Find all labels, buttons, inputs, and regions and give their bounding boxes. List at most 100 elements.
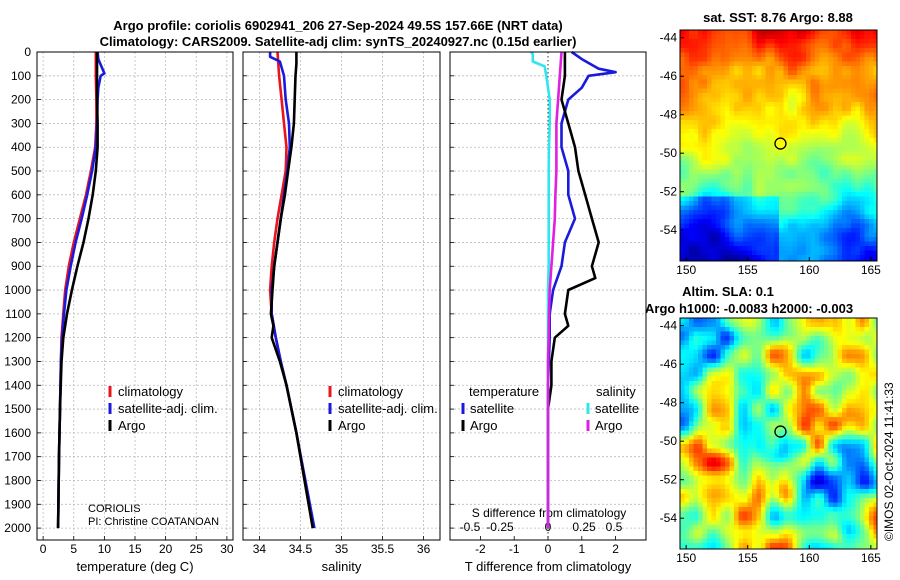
map-cell	[752, 322, 757, 328]
map-cell	[756, 133, 762, 139]
map-cell	[738, 520, 744, 526]
map-cell	[819, 543, 825, 548]
map-cell	[689, 138, 694, 143]
map-cell	[770, 246, 775, 251]
map-cell	[873, 457, 877, 463]
map-cell	[792, 354, 798, 359]
map-cell	[716, 331, 721, 337]
map-cell	[855, 403, 861, 409]
map-cell	[860, 340, 865, 346]
map-cell	[752, 133, 757, 139]
map-cell	[716, 70, 721, 76]
map-cell	[693, 255, 699, 260]
map-cell	[815, 439, 820, 445]
map-cell	[734, 237, 739, 242]
map-cell	[873, 205, 877, 211]
map-cell	[720, 165, 726, 170]
map-cell	[801, 480, 807, 485]
map-cell	[851, 133, 856, 139]
map-cell	[851, 138, 856, 143]
map-cell	[806, 408, 811, 413]
map-y-tick-label: -46	[660, 69, 678, 83]
map-cell	[792, 516, 798, 521]
map-cell	[734, 205, 739, 211]
map-cell	[815, 255, 820, 260]
map-cell	[824, 489, 829, 494]
map-cell	[693, 142, 699, 148]
map-cell	[788, 30, 793, 35]
map-cell	[734, 511, 739, 517]
map-cell	[765, 430, 771, 436]
map-cell	[801, 43, 807, 49]
map-cell	[846, 439, 852, 445]
map-cell	[698, 367, 703, 373]
map-cell	[725, 372, 730, 377]
map-cell	[864, 385, 870, 391]
map-cell	[837, 385, 843, 391]
map-cell	[864, 84, 870, 89]
map-cell	[824, 448, 829, 454]
map-cell	[779, 237, 784, 242]
map-cell	[765, 363, 771, 368]
map-cell	[729, 88, 735, 94]
map-cell	[846, 471, 852, 476]
map-cell	[815, 502, 820, 508]
map-cell	[824, 43, 829, 49]
map-x-tick-label: 155	[738, 551, 758, 565]
map-cell	[806, 516, 811, 521]
map-cell	[842, 196, 847, 202]
map-cell	[747, 84, 753, 89]
map-cell	[783, 426, 789, 431]
map-cell	[869, 484, 874, 490]
map-cell	[711, 79, 717, 85]
map-cell	[770, 367, 775, 373]
map-cell	[779, 444, 784, 449]
map-cell	[716, 516, 721, 521]
map-cell	[806, 115, 811, 121]
map-cell	[828, 97, 834, 103]
map-cell	[801, 201, 807, 206]
map-cell	[824, 52, 829, 58]
map-cell	[833, 259, 838, 261]
map-cell	[752, 354, 757, 359]
map-cell	[752, 223, 757, 229]
map-cell	[860, 484, 865, 490]
map-cell	[860, 93, 865, 98]
map-cell	[842, 435, 847, 440]
map-cell	[801, 453, 807, 458]
map-cell	[810, 106, 816, 112]
map-cell	[734, 318, 739, 323]
map-cell	[698, 192, 703, 197]
map-cell	[837, 165, 843, 170]
map-cell	[752, 525, 757, 530]
map-cell	[725, 183, 730, 188]
map-cell	[698, 498, 703, 503]
map-cell	[819, 462, 825, 467]
map-cell	[824, 187, 829, 193]
map-cell	[846, 394, 852, 400]
map-cell	[819, 219, 825, 224]
map-cell	[716, 507, 721, 512]
map-cell	[819, 340, 825, 346]
map-cell	[846, 93, 852, 98]
map-cell	[774, 196, 780, 202]
map-cell	[815, 214, 820, 220]
map-cell	[729, 453, 735, 458]
map-cell	[806, 88, 811, 94]
map-cell	[783, 408, 789, 413]
map-cell	[743, 331, 748, 337]
map-cell	[797, 111, 802, 116]
map-cell	[734, 75, 739, 80]
map-cell	[846, 160, 852, 166]
map-cell	[774, 331, 780, 337]
map-cell	[738, 322, 744, 328]
map-cell	[819, 349, 825, 355]
map-cell	[860, 381, 865, 386]
map-cell	[801, 138, 807, 143]
map-cell	[702, 57, 708, 62]
map-cell	[738, 160, 744, 166]
map-cell	[860, 34, 865, 40]
map-cell	[779, 529, 784, 535]
map-cell	[828, 363, 834, 368]
map-cell	[819, 138, 825, 143]
